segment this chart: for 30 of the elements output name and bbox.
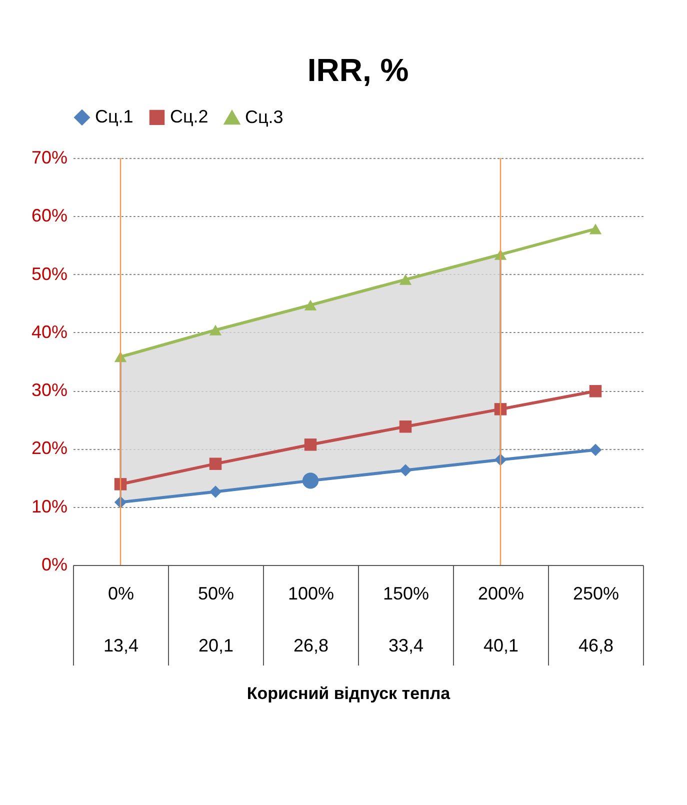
point (399, 274, 412, 285)
category-label: 200% 40,1 (478, 584, 524, 656)
y-tick-label: 60% (31, 206, 68, 226)
point (209, 486, 222, 498)
point (304, 300, 317, 310)
text: Корисний відпуск тепла (246, 684, 452, 704)
point (589, 224, 602, 234)
category-label: 100% 26,8 (288, 584, 334, 656)
y-tick-label: 30% (31, 380, 68, 400)
point (589, 385, 602, 398)
legend-label: Сц.3 (245, 106, 284, 127)
y-tick-label: 20% (31, 438, 68, 458)
point (399, 420, 412, 433)
legend-label: Сц.1 (95, 106, 134, 126)
chart-title: IRR, % (307, 52, 409, 88)
y-tick-label: 50% (31, 264, 68, 284)
point (209, 324, 222, 336)
y-tick-label: 70% (31, 148, 68, 168)
y-tick-label: 10% (31, 496, 68, 516)
legend-label: Сц.2 (170, 106, 208, 126)
y-tick-label: 40% (31, 322, 68, 342)
category-label: 150% 33,4 (382, 584, 430, 656)
point (589, 444, 602, 456)
point (209, 458, 222, 470)
category-label: 50% 20,1 (198, 584, 234, 656)
point (304, 438, 317, 451)
y-tick-label: 0% (41, 554, 68, 574)
category-label: 250% 46,8 (572, 584, 620, 656)
point (399, 464, 412, 476)
category-label: 0% 13,4 (103, 584, 139, 656)
